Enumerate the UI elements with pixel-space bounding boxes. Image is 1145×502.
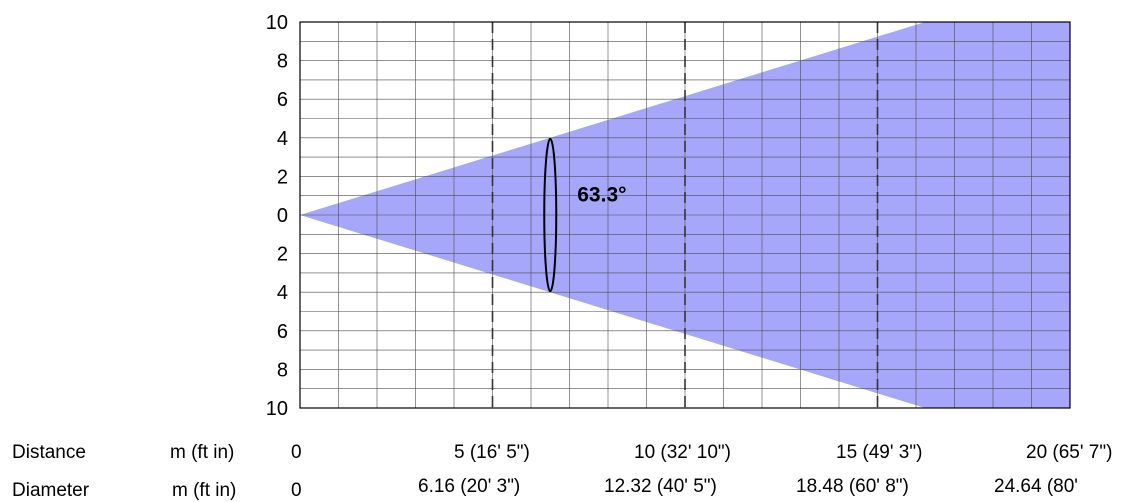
distance-row-label: Distance (12, 442, 86, 463)
diameter-unit-label: m (ft in) (172, 480, 236, 501)
diameter-value: 18.48 (60' 8") (796, 476, 909, 497)
plot-area: 63.3° (299, 21, 1071, 409)
distance-value: 15 (49' 3") (836, 442, 922, 463)
diameter-value: 12.32 (40' 5") (604, 476, 717, 497)
diameter-row-label: Diameter (12, 480, 90, 501)
distance-value: 20 (65' 7") (1026, 442, 1112, 463)
y-tick-label: 0 (277, 205, 288, 227)
diameter-value: 24.64 (80' (994, 476, 1078, 497)
beam-angle-marker (543, 137, 558, 293)
y-tick-label: 8 (277, 51, 288, 73)
y-tick-label: 4 (277, 282, 288, 304)
distance-value: 5 (16' 5") (454, 442, 530, 463)
y-tick-label: 2 (277, 244, 288, 266)
plot-border (299, 21, 1071, 409)
y-tick-label: 2 (277, 166, 288, 188)
y-axis-ticks: 10 8 6 4 2 0 2 4 6 8 10 (266, 12, 288, 420)
y-tick-label: 6 (277, 89, 288, 111)
y-tick-label: 8 (277, 359, 288, 381)
y-tick-label: 10 (266, 398, 288, 420)
distance-value: 10 (32' 10") (634, 442, 731, 463)
y-tick-label: 10 (266, 12, 288, 34)
diameter-value: 6.16 (20' 3") (418, 476, 520, 497)
distance-value: 0 (291, 442, 302, 463)
y-tick-label: 4 (277, 128, 288, 150)
diameter-value: 0 (291, 480, 302, 501)
distance-diameter-table: Distance m (ft in) Diameter m (ft in) 0 … (12, 442, 1112, 501)
y-tick-label: 6 (277, 321, 288, 343)
distance-unit-label: m (ft in) (170, 442, 234, 463)
beam-angle-label: 63.3° (577, 183, 626, 206)
